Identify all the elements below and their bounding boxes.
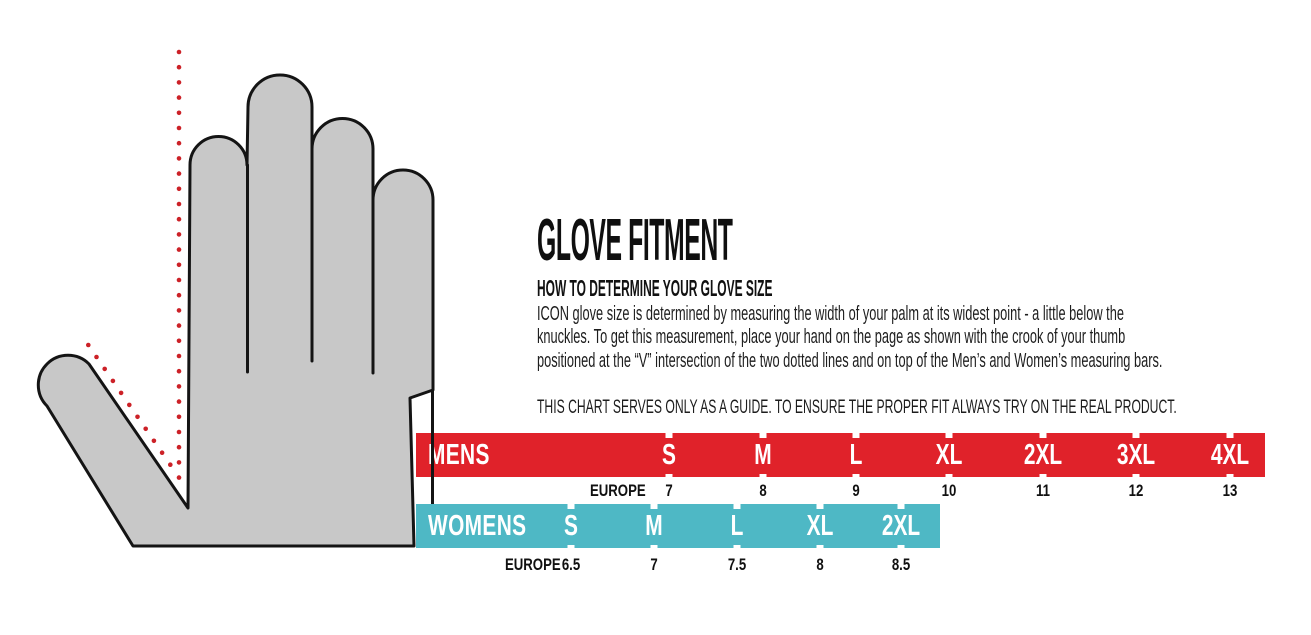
measure-tick [567,545,575,551]
measure-tick [665,474,673,480]
mens-size-bar: MENS S M L XL 2XL 3XL 4XL [416,432,1265,480]
womens-bar-label: WOMENS [428,510,527,542]
womens-europe-value: 8 [816,556,824,574]
womens-europe-row: EUROPE 6.5 7 7.5 8 8.5 [416,554,940,576]
instructions-line: ICON glove size is determined by measuri… [537,303,1124,325]
womens-europe-value: 7 [650,556,658,574]
mens-europe-value: 7 [665,482,673,500]
mens-europe-value: 9 [852,482,860,500]
mens-size-l: L [849,439,863,471]
measure-tick [1132,474,1140,480]
womens-size-s: S [564,510,578,542]
instructions-line: positioned at the “V” intersection of th… [537,349,1163,372]
womens-europe-label: EUROPE [505,556,561,574]
mens-size-xl: XL [935,439,963,471]
womens-size-m: M [645,510,663,542]
measure-tick [1039,474,1047,480]
measure-tick [650,503,658,509]
mens-size-m: M [754,439,772,471]
hand-silhouette [36,73,435,548]
measure-tick [650,545,658,551]
measure-tick [1132,432,1140,438]
how-to-heading: HOW TO DETERMINE YOUR GLOVE SIZE [537,275,773,301]
mens-size-2xl: 2XL [1023,439,1063,471]
hand-edge-line [431,390,434,504]
measure-tick [897,503,905,509]
measure-tick [1226,474,1234,480]
mens-europe-value: 13 [1222,482,1238,500]
womens-size-2xl: 2XL [881,510,921,542]
measure-tick [852,474,860,480]
womens-size-l: L [730,510,744,542]
instructions-line: knuckles. To get this measurement, place… [537,326,1126,349]
mens-europe-row: EUROPE 7 8 9 10 11 12 13 [416,480,1265,502]
mens-size-4xl: 4XL [1210,439,1250,471]
measure-tick [816,503,824,509]
womens-europe-value: 8.5 [891,556,911,574]
womens-size-bar: WOMENS S M L XL 2XL [416,503,940,551]
mens-europe-value: 12 [1128,482,1144,500]
measure-tick [759,432,767,438]
mens-size-3xl: 3XL [1116,439,1156,471]
womens-size-xl: XL [806,510,834,542]
mens-bar-label: MENS [428,439,490,471]
womens-europe-value: 7.5 [727,556,747,574]
measure-tick [665,432,673,438]
mens-size-s: S [662,439,676,471]
mens-europe-label: EUROPE [590,482,646,500]
instructions-paragraph: ICON glove size is determined by measuri… [537,303,1162,373]
page-title: GLOVE FITMENT [537,207,733,273]
measure-tick [759,474,767,480]
dotted-guide-lines [86,49,182,480]
measure-tick [567,503,575,509]
measure-tick [816,545,824,551]
mens-europe-value: 11 [1036,482,1050,500]
measure-tick [897,545,905,551]
measure-tick [1039,432,1047,438]
measure-tick [733,545,741,551]
measure-tick [733,503,741,509]
womens-europe-value: 6.5 [561,556,581,574]
measure-tick [945,474,953,480]
measure-tick [852,432,860,438]
measure-tick [945,432,953,438]
finger-separation-lines [246,147,375,375]
measure-tick [1226,432,1234,438]
mens-europe-value: 8 [759,482,767,500]
guide-disclaimer: THIS CHART SERVES ONLY AS A GUIDE. TO EN… [537,397,1177,418]
mens-europe-value: 10 [941,482,957,500]
